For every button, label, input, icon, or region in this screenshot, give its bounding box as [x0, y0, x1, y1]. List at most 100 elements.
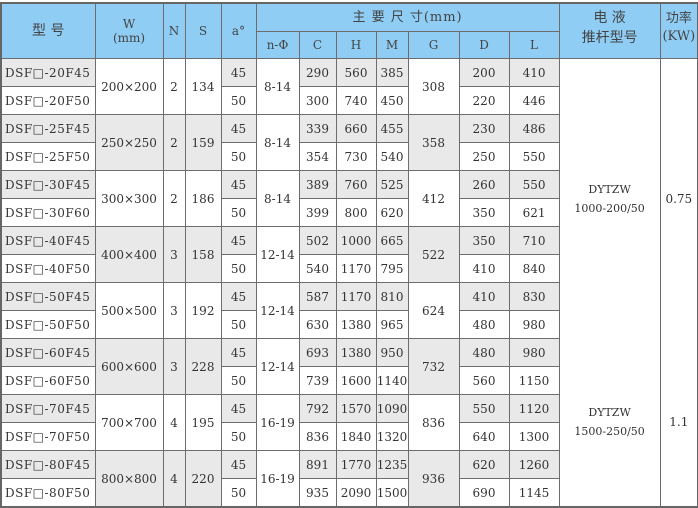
h-cell: 1170: [335, 282, 377, 311]
model-cell: DSF□-25F50: [0, 142, 96, 171]
c-cell: 630: [298, 310, 337, 339]
table-row: DSF□-30F60 50 399 800 620 350 621: [0, 198, 698, 227]
header-pump-line1: 电 液: [593, 10, 626, 26]
header-power: 功率 (KW): [659, 2, 698, 59]
m-cell: 965: [375, 310, 409, 339]
table-row: DSF□-20F50 50 300 740 450 220 446: [0, 86, 698, 115]
l-cell: 1145: [508, 478, 560, 508]
h-cell: 1840: [335, 422, 377, 451]
header-w-unit: (mm): [112, 31, 146, 45]
s-cell: 159: [184, 114, 222, 171]
n-phi-cell: 8-14: [255, 170, 300, 227]
l-cell: 621: [508, 198, 560, 227]
h-cell: 660: [335, 114, 377, 143]
m-cell: 1140: [375, 366, 409, 395]
n-phi-cell: 12-14: [255, 226, 300, 283]
table-row: DSF□-80F50 50 935 2090 1500 690 1145: [0, 478, 698, 508]
s-cell: 228: [184, 338, 222, 395]
angle-cell: 50: [220, 478, 257, 508]
header-s: S: [184, 2, 222, 59]
header-pump: 电 液推杆型号: [558, 2, 661, 59]
pump-model-cell: DYTZW 1500-250/50: [558, 338, 661, 507]
table-row: DSF□-60F50 50 739 1600 1140 560 1150: [0, 366, 698, 395]
c-cell: 502: [298, 226, 337, 255]
model-cell: DSF□-70F45: [0, 394, 96, 423]
table-row: DSF□-50F45 500×500 3 192 45 12-14 587 1170 810 62…: [0, 282, 698, 339]
model-cell: DSF□-60F45: [0, 338, 96, 367]
header-pump-line2: 推杆型号: [581, 30, 638, 46]
g-cell: 358: [407, 114, 460, 171]
header-power-line2: (KW): [662, 29, 696, 44]
h-cell: 1000: [335, 226, 377, 255]
model-cell: DSF□-30F60: [0, 198, 96, 227]
model-cell: DSF□-20F45: [0, 58, 96, 87]
n-phi-cell: 8-14: [255, 58, 300, 115]
angle-cell: 45: [220, 58, 257, 87]
angle-cell: 45: [220, 450, 257, 479]
model-cell: DSF□-25F45: [0, 114, 96, 143]
n-phi-cell: 16-19: [255, 450, 300, 508]
header-w-label: W: [122, 17, 136, 31]
l-cell: 446: [508, 86, 560, 115]
l-cell: 840: [508, 254, 560, 283]
table-row: DSF□-60F45 600×600 3 228 45 12-14 693 1380 950 73…: [0, 338, 698, 507]
model-cell: DSF□-80F50: [0, 478, 96, 508]
width-cell: 300×300: [94, 170, 164, 227]
c-cell: 891: [298, 450, 337, 479]
c-cell: 587: [298, 282, 337, 311]
width-cell: 700×700: [94, 394, 164, 451]
model-cell: DSF□-80F45: [0, 450, 96, 479]
c-cell: 339: [298, 114, 337, 143]
l-cell: 710: [508, 226, 560, 255]
width-cell: 500×500: [94, 282, 164, 339]
m-cell: 665: [375, 226, 409, 255]
header-l: L: [508, 31, 560, 59]
h-cell: 1770: [335, 450, 377, 479]
width-cell: 800×800: [94, 450, 164, 508]
angle-cell: 50: [220, 86, 257, 115]
model-cell: DSF□-50F45: [0, 282, 96, 311]
h-cell: 1380: [335, 338, 377, 367]
n-cell: 4: [162, 394, 186, 451]
c-cell: 354: [298, 142, 337, 171]
d-cell: 200: [458, 58, 510, 87]
table-row: DSF□-40F50 50 540 1170 795 410 840: [0, 254, 698, 283]
h-cell: 760: [335, 170, 377, 199]
angle-cell: 50: [220, 254, 257, 283]
model-cell: DSF□-50F50: [0, 310, 96, 339]
l-cell: 980: [508, 338, 560, 367]
d-cell: 480: [458, 338, 510, 367]
d-cell: 550: [458, 394, 510, 423]
c-cell: 399: [298, 198, 337, 227]
c-cell: 290: [298, 58, 337, 87]
header-angle: a°: [220, 2, 257, 59]
c-cell: 300: [298, 86, 337, 115]
table-row: DSF□-25F50 50 354 730 540 250 550: [0, 142, 698, 171]
c-cell: 836: [298, 422, 337, 451]
header-model: 型 号: [0, 2, 96, 59]
angle-cell: 45: [220, 170, 257, 199]
n-phi-cell: 8-14: [255, 114, 300, 171]
s-cell: 186: [184, 170, 222, 227]
n-cell: 3: [162, 282, 186, 339]
d-cell: 350: [458, 226, 510, 255]
l-cell: 486: [508, 114, 560, 143]
g-cell: 732: [407, 338, 460, 395]
header-power-line1: 功率: [665, 11, 692, 26]
l-cell: 550: [508, 142, 560, 171]
angle-cell: 45: [220, 338, 257, 367]
model-cell: DSF□-30F45: [0, 170, 96, 199]
header-n-phi: n-Φ: [255, 31, 300, 59]
s-cell: 134: [184, 58, 222, 115]
n-cell: 2: [162, 170, 186, 227]
h-cell: 1170: [335, 254, 377, 283]
n-cell: 3: [162, 338, 186, 395]
angle-cell: 50: [220, 366, 257, 395]
g-cell: 624: [407, 282, 460, 339]
header-n: N: [162, 2, 186, 59]
header-m: M: [375, 31, 409, 59]
pump-model-cell: DYTZW 1000-200/50: [558, 58, 661, 339]
d-cell: 250: [458, 142, 510, 171]
header-h: H: [335, 31, 377, 59]
